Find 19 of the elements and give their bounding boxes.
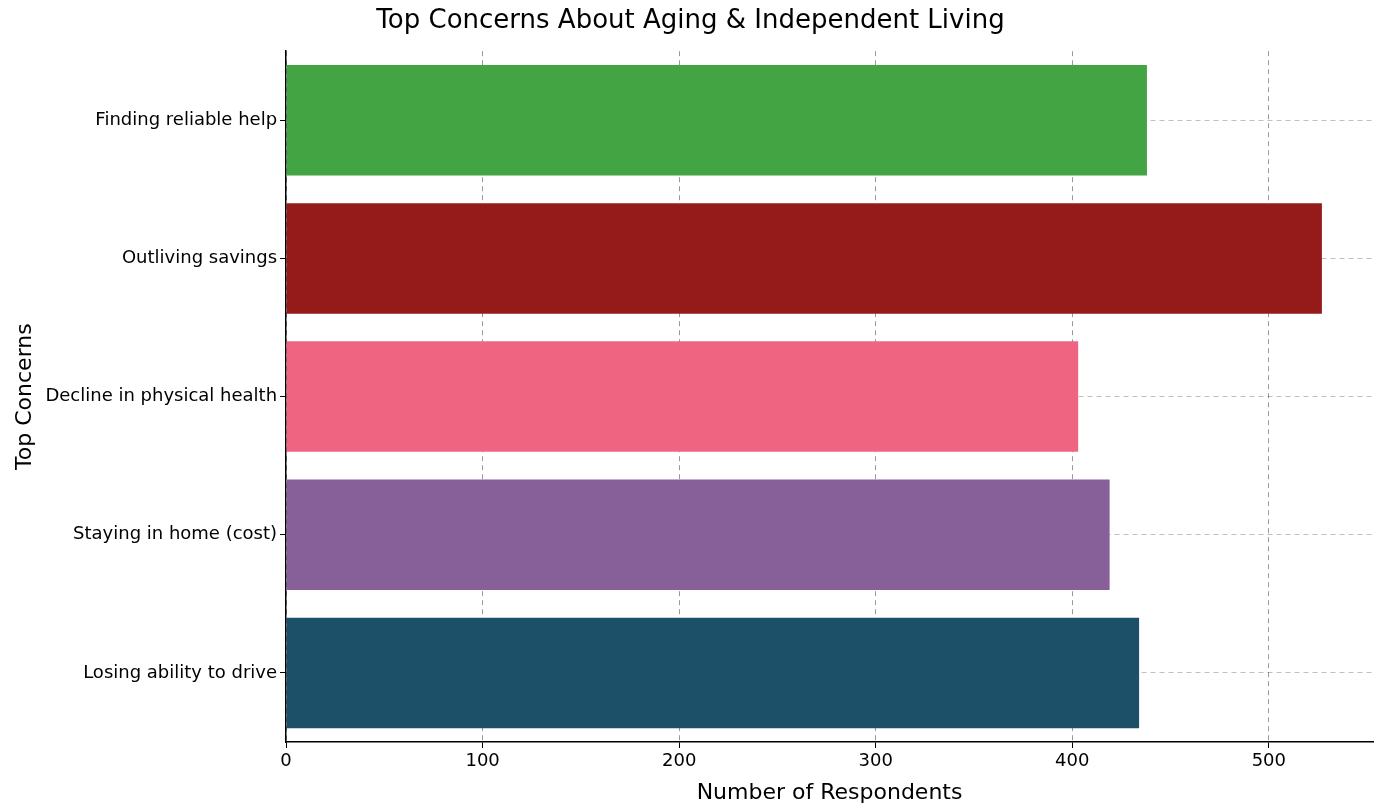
x-tick-label: 500 [1251, 749, 1287, 771]
bar [286, 203, 1322, 314]
bar [286, 617, 1140, 729]
y-axis-title: Top Concerns [10, 323, 36, 471]
y-tick-label: Decline in physical health [45, 384, 278, 406]
bar [286, 479, 1110, 591]
y-tick-label: Staying in home (cost) [73, 522, 278, 544]
x-tick-label: 0 [280, 749, 292, 771]
chart-title: Top Concerns About Aging & Independent Living [375, 4, 1005, 35]
x-tick-label: 300 [858, 749, 893, 771]
x-tick-label: 400 [1055, 749, 1090, 771]
x-tick-label: 200 [661, 749, 697, 771]
x-tick-label: 100 [465, 749, 500, 771]
bar [286, 341, 1079, 452]
y-tick-label: Losing ability to drive [83, 660, 278, 682]
x-axis-title: Number of Respondents [696, 778, 963, 804]
bar [286, 65, 1147, 176]
y-tick-label: Outliving savings [121, 246, 278, 268]
y-tick-label: Finding reliable help [95, 107, 278, 129]
